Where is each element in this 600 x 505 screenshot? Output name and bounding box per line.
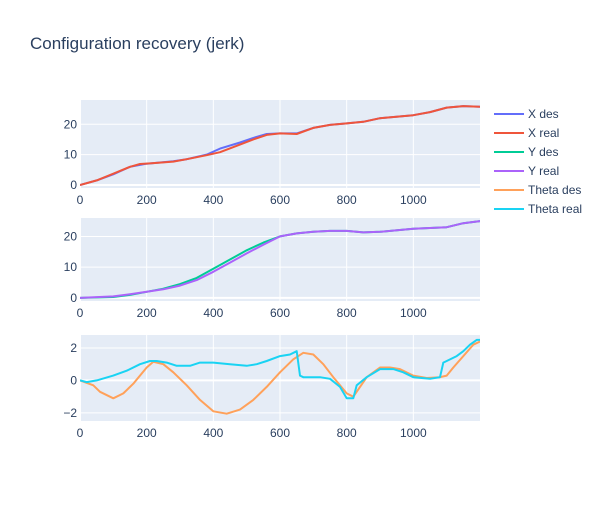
x-tick-label: 400	[203, 426, 223, 440]
legend: X des X real Y des Y real Theta des Theta rea…	[494, 107, 582, 216]
y-tick-label: 20	[64, 117, 78, 131]
legend-item[interactable]: X des	[494, 107, 559, 121]
x-tick-label: 600	[270, 193, 290, 207]
legend-item[interactable]: X real	[494, 126, 559, 140]
y-tick-label: 0	[70, 373, 77, 387]
y-tick-label: 2	[70, 341, 77, 355]
legend-item[interactable]: Theta real	[494, 202, 582, 216]
x-tick-label: 200	[137, 306, 157, 320]
legend-label: Theta des	[528, 183, 581, 197]
series-group	[80, 105, 480, 186]
series-line-x-real	[80, 105, 480, 186]
x-tick-label: 600	[270, 426, 290, 440]
x-tick-label: 200	[137, 426, 157, 440]
chart-title: Configuration recovery (jerk)	[30, 34, 245, 53]
legend-label: Y real	[528, 164, 559, 178]
y-tick-label: 20	[64, 229, 78, 243]
panel-bottom: 0 200 400 600 800 1000−202	[63, 335, 480, 440]
y-tick-label: 0	[70, 178, 77, 192]
x-tick-label: 0	[77, 193, 84, 207]
series-line-theta-real	[80, 338, 480, 400]
y-tick-label: 10	[64, 260, 78, 274]
x-tick-label: 800	[337, 193, 357, 207]
x-tick-label: 1000	[400, 306, 427, 320]
y-tick-label: −2	[63, 406, 77, 420]
x-tick-label: 1000	[400, 193, 427, 207]
legend-label: Theta real	[528, 202, 582, 216]
series-group	[80, 220, 480, 299]
legend-label: X des	[528, 107, 559, 121]
x-tick-label: 800	[337, 426, 357, 440]
legend-label: X real	[528, 126, 559, 140]
x-tick-label: 1000	[400, 426, 427, 440]
y-tick-label: 10	[64, 148, 78, 162]
x-tick-label: 400	[203, 306, 223, 320]
series-group	[80, 338, 480, 415]
x-tick-label: 800	[337, 306, 357, 320]
panel-top: 0 200 400 600 800 1000 0 10 20	[64, 100, 480, 207]
y-tick-label: 0	[70, 291, 77, 305]
legend-item[interactable]: Y des	[494, 145, 558, 159]
x-tick-label: 600	[270, 306, 290, 320]
panel-middle: 0 200 400 600 800 1000 0 10 20	[64, 218, 480, 320]
legend-item[interactable]: Theta des	[494, 183, 581, 197]
x-tick-label: 400	[203, 193, 223, 207]
x-tick-label: 0	[77, 426, 84, 440]
series-line-y-real	[80, 220, 480, 299]
x-tick-label: 0	[77, 306, 84, 320]
x-tick-label: 200	[137, 193, 157, 207]
legend-item[interactable]: Y real	[494, 164, 559, 178]
legend-label: Y des	[528, 145, 558, 159]
